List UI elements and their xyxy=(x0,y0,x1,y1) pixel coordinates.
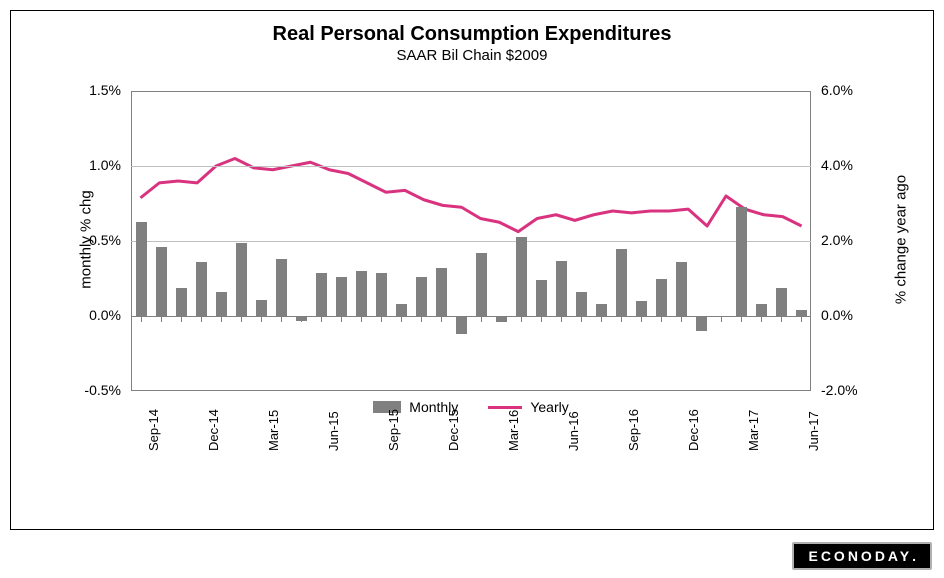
monthly-bar xyxy=(396,304,407,316)
monthly-bar xyxy=(516,237,527,317)
plot-area xyxy=(131,91,811,391)
x-tick-label: Mar-17 xyxy=(746,410,761,451)
monthly-bar xyxy=(276,259,287,316)
x-tick-mark xyxy=(361,316,362,322)
legend: Monthly Yearly xyxy=(131,399,811,415)
x-tick-label: Dec-15 xyxy=(446,409,461,451)
x-tick-mark xyxy=(801,316,802,322)
x-tick-mark xyxy=(141,316,142,322)
monthly-bar xyxy=(576,292,587,316)
x-tick-mark xyxy=(701,316,702,322)
monthly-bar xyxy=(256,300,267,317)
x-tick-mark xyxy=(261,316,262,322)
x-tick-mark xyxy=(461,316,462,322)
x-tick-mark xyxy=(541,316,542,322)
x-tick-mark xyxy=(441,316,442,322)
x-tick-mark xyxy=(241,316,242,322)
y-left-tick-label: 0.0% xyxy=(71,307,121,323)
econoday-logo: ECONODAY. xyxy=(792,542,932,570)
x-tick-label: Sep-14 xyxy=(146,409,161,451)
monthly-bar xyxy=(596,304,607,316)
monthly-bar xyxy=(756,304,767,316)
monthly-bar xyxy=(336,277,347,316)
y-right-tick-label: 0.0% xyxy=(821,307,853,323)
x-tick-label: Dec-14 xyxy=(206,409,221,451)
monthly-bar xyxy=(416,277,427,316)
monthly-bar xyxy=(216,292,227,316)
x-tick-mark xyxy=(341,316,342,322)
monthly-bar xyxy=(556,261,567,317)
x-tick-mark xyxy=(561,316,562,322)
x-tick-mark xyxy=(781,316,782,322)
monthly-bar xyxy=(136,222,147,317)
x-tick-label: Jun-15 xyxy=(326,411,341,451)
monthly-bar xyxy=(476,253,487,316)
gridline xyxy=(131,166,811,167)
monthly-bar xyxy=(536,280,547,316)
chart-title: Real Personal Consumption Expenditures xyxy=(11,23,933,46)
y-right-tick-label: -2.0% xyxy=(821,382,858,398)
monthly-bar xyxy=(356,271,367,316)
gridline xyxy=(131,241,811,242)
x-tick-mark xyxy=(281,316,282,322)
x-tick-mark xyxy=(481,316,482,322)
chart-frame: Real Personal Consumption Expenditures S… xyxy=(10,10,934,530)
y-right-tick-label: 4.0% xyxy=(821,157,853,173)
x-tick-mark xyxy=(381,316,382,322)
x-tick-label: Dec-16 xyxy=(686,409,701,451)
y-left-tick-label: 0.5% xyxy=(71,232,121,248)
y-left-tick-label: -0.5% xyxy=(71,382,121,398)
x-tick-mark xyxy=(621,316,622,322)
monthly-bar xyxy=(636,301,647,316)
legend-yearly-label: Yearly xyxy=(530,399,568,415)
monthly-bar xyxy=(376,273,387,317)
monthly-bar xyxy=(436,268,447,316)
monthly-bar xyxy=(176,288,187,317)
x-tick-mark xyxy=(601,316,602,322)
x-tick-label: Jun-16 xyxy=(566,411,581,451)
x-tick-mark xyxy=(181,316,182,322)
x-tick-label: Mar-16 xyxy=(506,410,521,451)
x-tick-label: Jun-17 xyxy=(806,411,821,451)
gridline xyxy=(131,316,811,317)
x-tick-mark xyxy=(421,316,422,322)
x-tick-mark xyxy=(761,316,762,322)
monthly-bar xyxy=(616,249,627,317)
chart-subtitle: SAAR Bil Chain $2009 xyxy=(11,47,933,64)
x-tick-mark xyxy=(521,316,522,322)
x-tick-mark xyxy=(301,316,302,322)
x-tick-mark xyxy=(201,316,202,322)
monthly-bar xyxy=(676,262,687,316)
x-tick-mark xyxy=(721,316,722,322)
x-tick-mark xyxy=(661,316,662,322)
monthly-bar xyxy=(196,262,207,316)
monthly-bar xyxy=(736,207,747,317)
x-tick-mark xyxy=(641,316,642,322)
monthly-bar xyxy=(656,279,667,317)
x-tick-mark xyxy=(501,316,502,322)
x-tick-mark xyxy=(161,316,162,322)
legend-item-yearly: Yearly xyxy=(488,399,568,415)
y-left-tick-label: 1.0% xyxy=(71,157,121,173)
monthly-bar xyxy=(776,288,787,317)
monthly-bar xyxy=(236,243,247,317)
y-right-tick-label: 2.0% xyxy=(821,232,853,248)
y-right-tick-label: 6.0% xyxy=(821,82,853,98)
x-tick-mark xyxy=(221,316,222,322)
x-tick-label: Sep-15 xyxy=(386,409,401,451)
monthly-bar xyxy=(156,247,167,316)
x-tick-mark xyxy=(581,316,582,322)
x-tick-mark xyxy=(321,316,322,322)
x-tick-mark xyxy=(681,316,682,322)
y-left-tick-label: 1.5% xyxy=(71,82,121,98)
x-tick-mark xyxy=(401,316,402,322)
legend-swatch-line xyxy=(488,406,522,409)
y-right-axis-title: % change year ago xyxy=(893,140,910,340)
monthly-bar xyxy=(316,273,327,317)
x-tick-label: Sep-16 xyxy=(626,409,641,451)
x-tick-mark xyxy=(741,316,742,322)
x-tick-label: Mar-15 xyxy=(266,410,281,451)
